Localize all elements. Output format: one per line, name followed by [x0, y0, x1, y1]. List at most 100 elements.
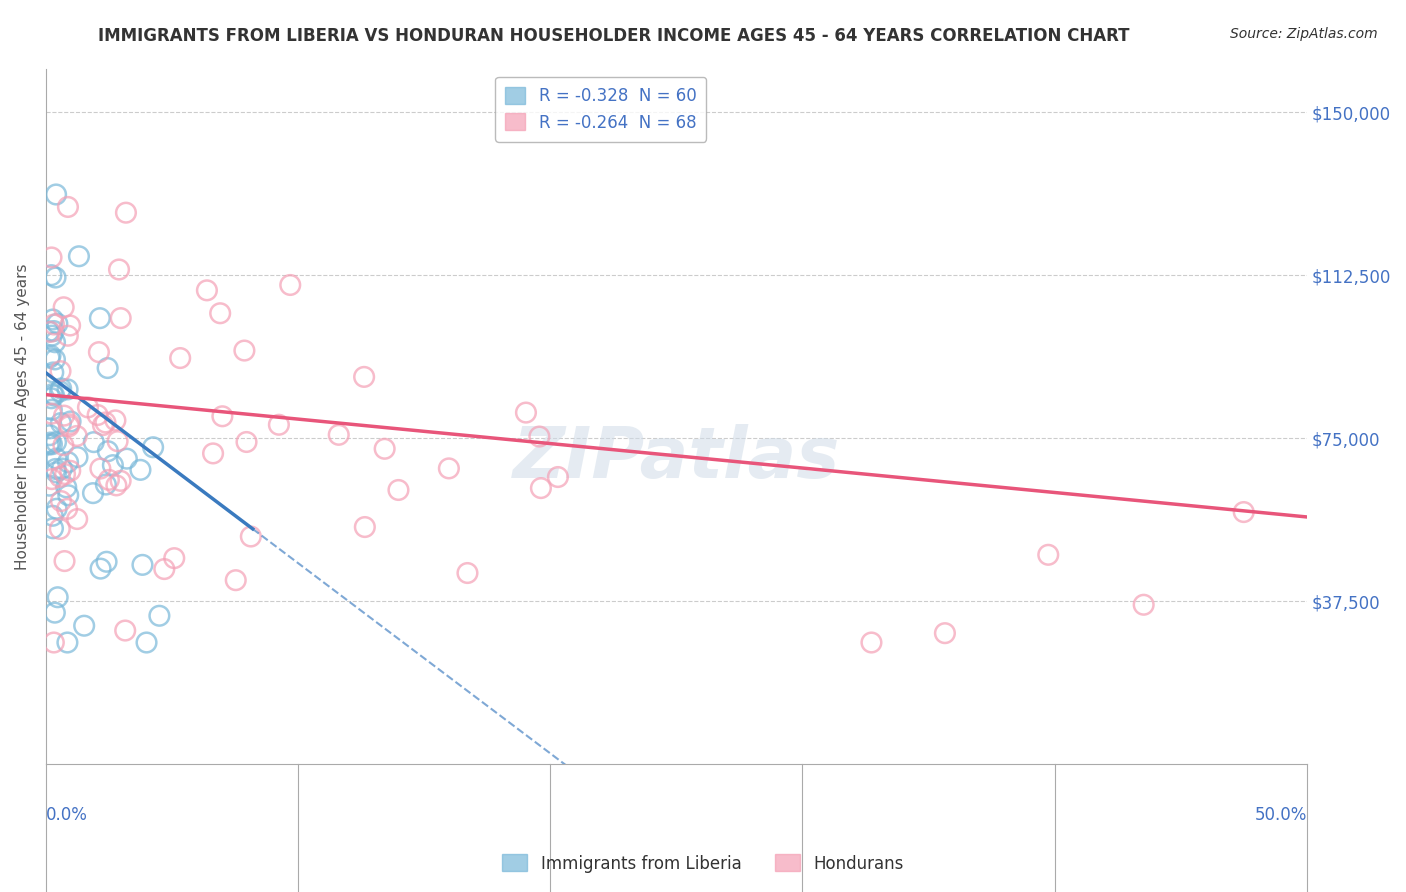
Point — [41, 328, 63, 343]
Point — [56, 383, 79, 397]
Point — [387, 483, 409, 497]
Point — [115, 205, 138, 219]
Point — [1233, 505, 1256, 519]
Point — [51, 461, 73, 475]
Point — [860, 635, 883, 649]
Point — [66, 512, 89, 526]
Point — [96, 555, 118, 569]
Point — [66, 429, 89, 443]
Point — [53, 554, 76, 568]
Point — [235, 435, 257, 450]
Point — [41, 508, 63, 523]
Point — [44, 352, 66, 367]
Point — [42, 318, 65, 332]
Point — [209, 306, 232, 320]
Point — [41, 437, 63, 451]
Point — [94, 416, 117, 430]
Point — [129, 463, 152, 477]
Point — [38, 351, 60, 365]
Point — [515, 406, 537, 420]
Point — [39, 435, 62, 450]
Point — [239, 529, 262, 543]
Y-axis label: Householder Income Ages 45 - 64 years: Householder Income Ages 45 - 64 years — [15, 263, 30, 570]
Point — [39, 349, 62, 363]
Point — [56, 328, 79, 343]
Point — [89, 461, 111, 475]
Point — [44, 270, 66, 285]
Point — [163, 551, 186, 566]
Point — [42, 521, 65, 535]
Point — [153, 562, 176, 576]
Point — [41, 407, 63, 421]
Point — [169, 351, 191, 365]
Point — [374, 442, 396, 456]
Point — [456, 566, 478, 580]
Point — [1132, 598, 1154, 612]
Point — [49, 364, 72, 378]
Point — [42, 388, 65, 402]
Point — [1038, 548, 1060, 562]
Point — [42, 366, 65, 380]
Point — [59, 414, 82, 428]
Point — [45, 501, 67, 516]
Point — [45, 462, 67, 476]
Point — [49, 416, 72, 430]
Point — [97, 444, 120, 458]
Point — [934, 626, 956, 640]
Point — [83, 435, 105, 450]
Point — [530, 481, 553, 495]
Point — [87, 345, 110, 359]
Point — [66, 450, 89, 464]
Point — [49, 522, 72, 536]
Point — [38, 421, 60, 435]
Point — [58, 488, 80, 502]
Point — [56, 455, 79, 469]
Point — [114, 624, 136, 638]
Point — [529, 429, 551, 443]
Point — [52, 438, 75, 452]
Point — [41, 387, 63, 401]
Text: IMMIGRANTS FROM LIBERIA VS HONDURAN HOUSEHOLDER INCOME AGES 45 - 64 YEARS CORREL: IMMIGRANTS FROM LIBERIA VS HONDURAN HOUS… — [98, 27, 1130, 45]
Point — [225, 573, 247, 587]
Point — [49, 384, 72, 399]
Legend: Immigrants from Liberia, Hondurans: Immigrants from Liberia, Hondurans — [496, 847, 910, 880]
Text: ZIPatlas: ZIPatlas — [513, 424, 839, 492]
Point — [45, 435, 67, 450]
Point — [49, 382, 72, 396]
Point — [148, 608, 170, 623]
Point — [41, 402, 63, 417]
Point — [142, 440, 165, 454]
Point — [278, 277, 301, 292]
Text: 0.0%: 0.0% — [46, 806, 87, 824]
Point — [41, 251, 63, 265]
Point — [59, 464, 82, 478]
Point — [135, 635, 157, 649]
Text: 50.0%: 50.0% — [1254, 806, 1306, 824]
Point — [56, 635, 79, 649]
Point — [55, 480, 77, 494]
Point — [110, 311, 132, 326]
Point — [437, 461, 460, 475]
Point — [49, 494, 72, 508]
Point — [86, 408, 108, 422]
Point — [39, 325, 62, 339]
Point — [94, 477, 117, 491]
Point — [328, 427, 350, 442]
Point — [38, 478, 60, 492]
Point — [110, 474, 132, 488]
Point — [97, 473, 120, 487]
Point — [353, 520, 375, 534]
Point — [73, 618, 96, 632]
Point — [53, 409, 76, 423]
Point — [44, 606, 66, 620]
Point — [59, 318, 82, 333]
Point — [195, 283, 218, 297]
Point — [58, 417, 80, 432]
Point — [547, 470, 569, 484]
Point — [107, 434, 129, 449]
Point — [104, 413, 127, 427]
Point — [90, 561, 112, 575]
Point — [211, 409, 233, 424]
Point — [115, 451, 138, 466]
Point — [44, 335, 66, 350]
